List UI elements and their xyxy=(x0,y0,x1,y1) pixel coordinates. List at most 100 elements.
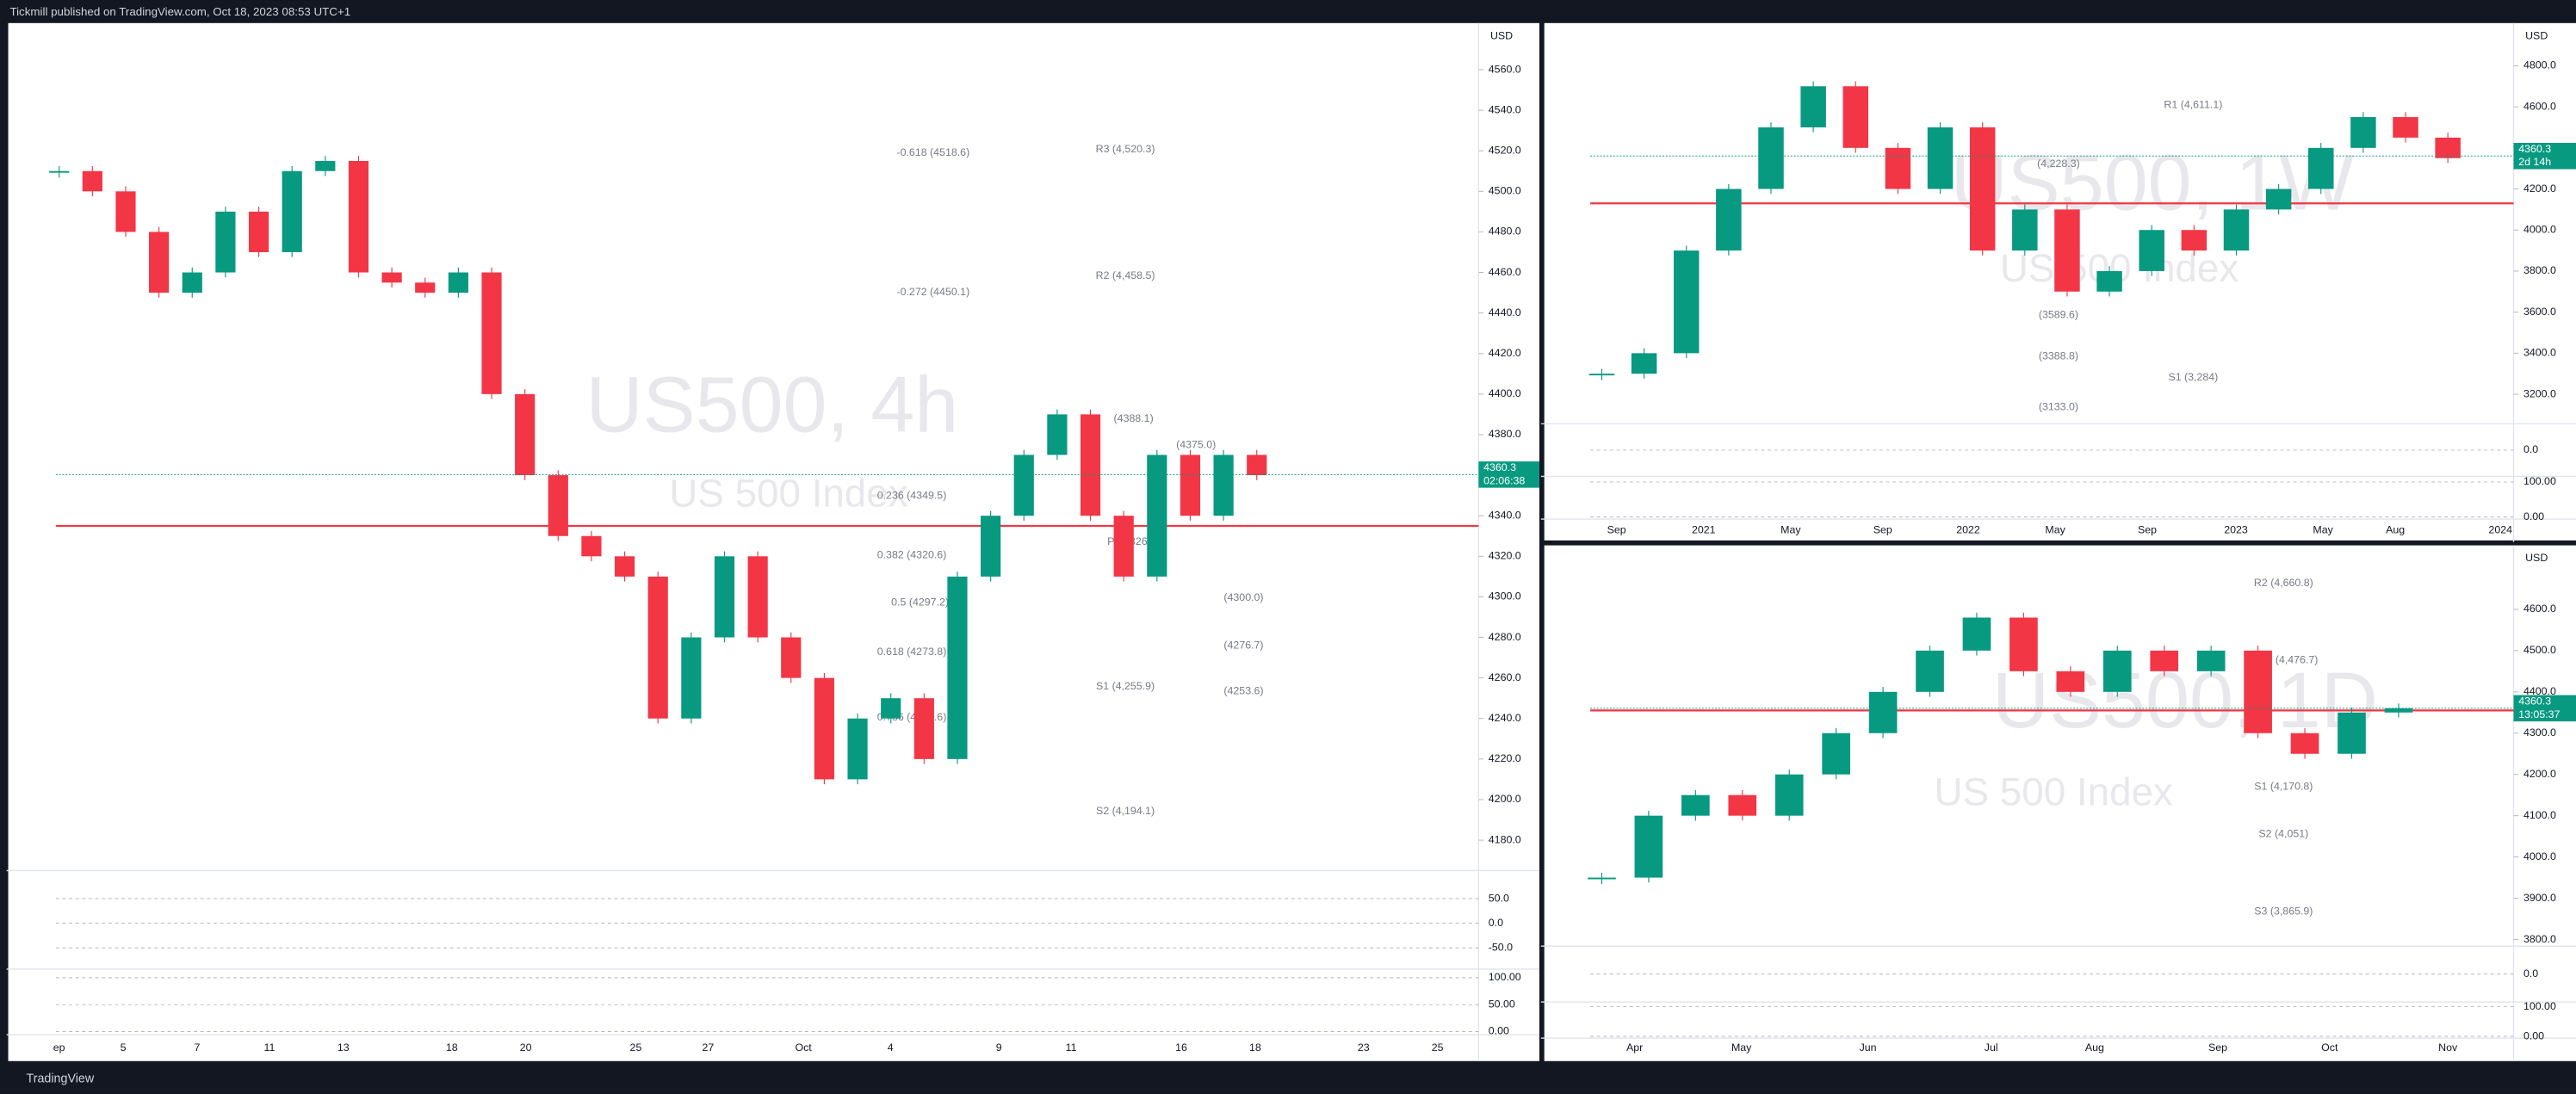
y-tick-label: 4420.0 xyxy=(1489,347,1521,359)
candle xyxy=(215,211,236,273)
annotation: (4253.6) xyxy=(1223,685,1263,697)
osc-tick-label: 100.00 xyxy=(2523,475,2556,487)
panel xyxy=(8,22,1539,1061)
x-tick-label: ep xyxy=(53,1041,65,1054)
annotation: (3133.0) xyxy=(2039,401,2078,413)
y-tick-label: 3900.0 xyxy=(2523,892,2556,904)
candle xyxy=(1673,250,1700,354)
last-price: 4360.3 xyxy=(2518,695,2551,707)
candle xyxy=(2290,732,2319,754)
candle xyxy=(2139,230,2164,271)
candle xyxy=(1080,414,1101,516)
y-tick-label: 4480.0 xyxy=(1489,226,1521,238)
x-tick-label: 25 xyxy=(1432,1041,1444,1054)
x-tick-label: Oct xyxy=(2321,1041,2338,1054)
y-tick-label: 4500.0 xyxy=(2523,644,2556,656)
y-tick-label: 4220.0 xyxy=(1489,752,1521,764)
osc-tick-label: 0.00 xyxy=(1489,1025,1509,1037)
osc-tick-label: 0.00 xyxy=(2523,510,2544,522)
candle xyxy=(1800,86,1826,127)
x-tick-label: Sep xyxy=(2138,524,2157,536)
osc-tick-label: 100.00 xyxy=(1489,971,1521,983)
candle xyxy=(681,637,702,719)
candle xyxy=(2338,712,2366,754)
candle xyxy=(415,282,436,294)
y-tick-label: 4440.0 xyxy=(1489,306,1521,318)
y-tick-label: 4260.0 xyxy=(1489,671,1521,683)
candle xyxy=(1822,732,1850,775)
candle xyxy=(2223,209,2250,251)
candle xyxy=(548,475,568,536)
candle xyxy=(282,170,302,252)
x-tick-label: 11 xyxy=(264,1041,276,1054)
candle xyxy=(1962,617,1991,651)
y-tick-label: 4100.0 xyxy=(2523,809,2556,821)
candle xyxy=(1631,353,1657,374)
y-tick-label: 4280.0 xyxy=(1489,631,1521,643)
annotation: (4375.0) xyxy=(1176,438,1216,450)
y-tick-label: 4560.0 xyxy=(1489,63,1521,75)
annotation: (4276.7) xyxy=(1223,639,1263,651)
x-tick-label: 2021 xyxy=(1692,524,1716,536)
candle xyxy=(1213,454,1234,516)
y-tick-label: 4460.0 xyxy=(1489,266,1521,278)
price-tag xyxy=(2513,695,2576,722)
annotation: S3 (3,865.9) xyxy=(2254,905,2313,917)
candle xyxy=(82,170,102,192)
countdown: 2d 14h xyxy=(2518,156,2551,168)
y-tick-label: 4240.0 xyxy=(1489,712,1521,724)
x-tick-label: 18 xyxy=(1249,1041,1261,1054)
candle xyxy=(2393,117,2418,138)
x-tick-label: May xyxy=(1731,1041,1752,1054)
candle xyxy=(348,160,369,273)
annotation: S2 (4,194.1) xyxy=(1096,805,1155,817)
candle xyxy=(747,556,768,638)
x-tick-label: Sep xyxy=(2208,1041,2227,1054)
y-tick-label: 3800.0 xyxy=(2523,933,2556,945)
y-tick-label: 4800.0 xyxy=(2523,59,2556,71)
candle xyxy=(2009,617,2038,671)
annotation: -0.618 (4518.6) xyxy=(896,146,969,158)
watermark-subtitle: US 500 Index xyxy=(1934,770,2173,814)
candle xyxy=(115,191,136,232)
candle xyxy=(448,272,468,294)
y-tick-label: 4400.0 xyxy=(2523,685,2556,697)
candle xyxy=(981,516,1001,577)
x-tick-label: Apr xyxy=(1626,1041,1643,1054)
x-tick-label: 2024 xyxy=(2488,524,2512,536)
currency: USD xyxy=(2525,29,2548,41)
countdown: 13:05:37 xyxy=(2518,708,2560,720)
candle xyxy=(614,556,635,577)
annotation: -0.272 (4450.1) xyxy=(896,286,969,298)
x-tick-label: 27 xyxy=(703,1041,715,1054)
candle xyxy=(814,677,835,780)
candle xyxy=(2181,230,2208,251)
y-tick-label: 4300.0 xyxy=(2523,726,2556,739)
x-tick-label: May xyxy=(2045,524,2065,536)
annotation: S2 (4,051) xyxy=(2258,828,2308,840)
watermark-title: US500, 1W xyxy=(1951,139,2355,227)
annotation: R1 (4,611.1) xyxy=(2164,98,2222,110)
candle xyxy=(1634,815,1663,878)
candle xyxy=(1927,127,1954,189)
candle xyxy=(2308,147,2334,189)
x-tick-label: 18 xyxy=(446,1041,458,1054)
annotation: 0.236 (4349.5) xyxy=(877,490,947,502)
panel xyxy=(1544,545,2576,1061)
candle xyxy=(647,576,668,719)
publisher: Tickmill published on TradingView.com, O… xyxy=(9,5,350,18)
candle xyxy=(481,272,502,394)
x-tick-label: Aug xyxy=(2085,1041,2104,1054)
y-tick-label: 4500.0 xyxy=(1489,185,1521,197)
candle xyxy=(1728,794,1757,816)
annotation: S1 (4,255.9) xyxy=(1096,680,1155,692)
candle xyxy=(1180,454,1201,516)
candle xyxy=(1247,454,1267,476)
candle xyxy=(2096,270,2122,292)
x-tick-label: 4 xyxy=(888,1041,894,1054)
x-tick-label: Aug xyxy=(2386,524,2405,536)
osc-tick-label: 0.0 xyxy=(1489,917,1503,929)
candle xyxy=(1868,691,1898,733)
y-tick-label: 4200.0 xyxy=(1489,793,1521,805)
